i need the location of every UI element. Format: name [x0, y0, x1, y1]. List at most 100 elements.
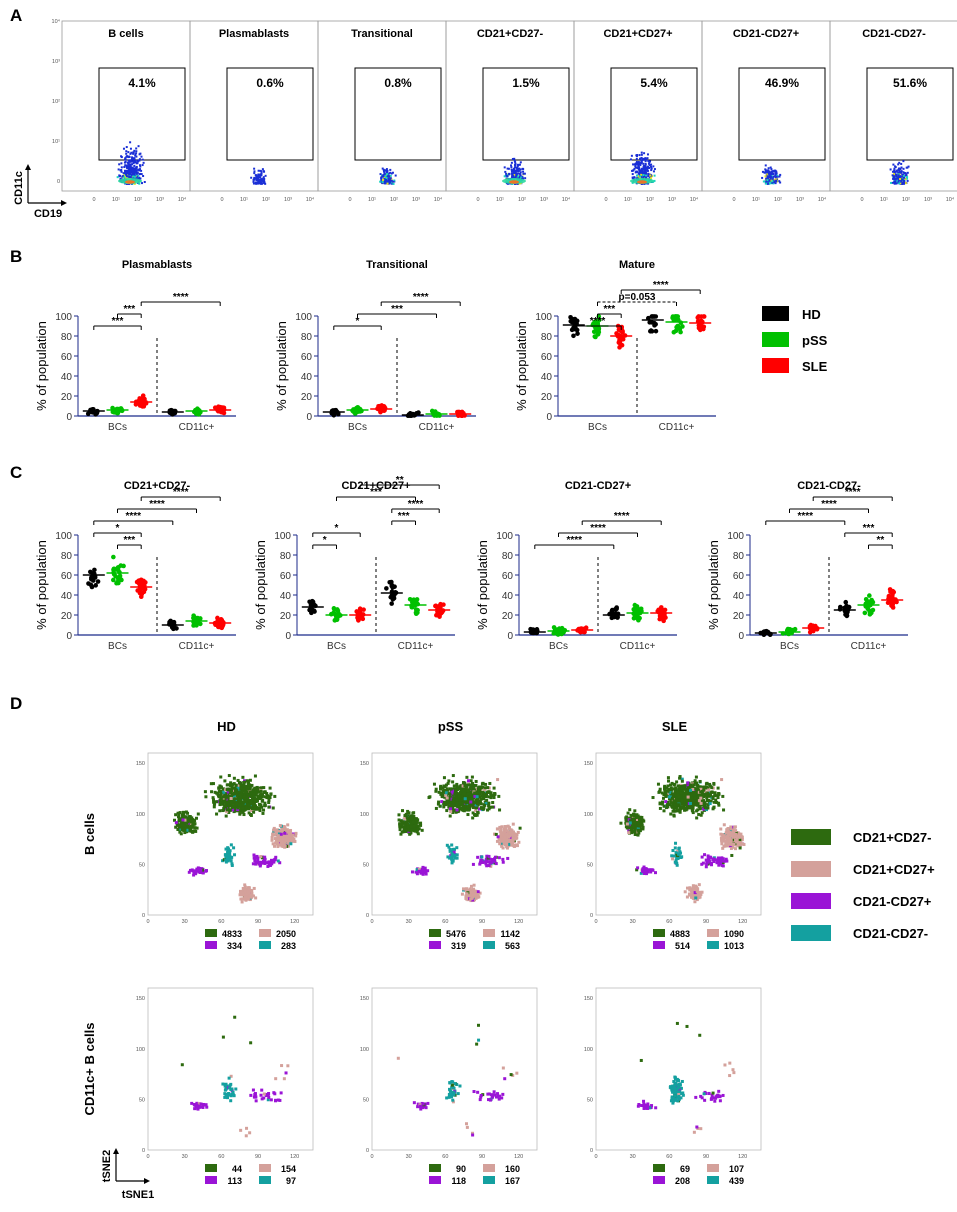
event-dot — [505, 172, 508, 175]
event-dot — [902, 178, 905, 181]
event-dot — [766, 182, 769, 185]
tsne-cell — [245, 786, 249, 790]
tsne-cell — [477, 786, 481, 790]
tsne-cell — [487, 786, 491, 790]
event-dot — [649, 160, 652, 163]
event-dot — [135, 147, 138, 150]
event-dot — [380, 178, 383, 181]
event-dot — [135, 169, 138, 172]
tsne-cell — [249, 801, 253, 805]
significance-label: * — [356, 316, 360, 327]
data-point — [698, 323, 703, 328]
tsne-cell — [475, 806, 479, 810]
event-dot — [519, 168, 522, 171]
tsne-cell — [222, 790, 226, 794]
tsne-cell — [455, 784, 459, 788]
tsne-cell — [496, 778, 500, 782]
tsne-cell — [500, 842, 504, 846]
tsne-cell — [273, 844, 277, 848]
tsne-cell — [412, 824, 416, 828]
tsne-cell — [497, 794, 501, 798]
tsne-cell — [220, 801, 224, 805]
data-point — [632, 606, 638, 611]
y-tick-label: 40 — [61, 591, 73, 602]
tsne-cell — [456, 810, 460, 814]
event-dot — [119, 177, 122, 180]
x-tick-label: 0 — [348, 197, 351, 203]
significance-label: p=0.053 — [619, 292, 656, 303]
data-point — [811, 628, 816, 634]
tsne-cell — [238, 809, 242, 813]
count-swatch — [259, 941, 271, 949]
event-dot — [767, 182, 770, 185]
tsne-cell — [470, 797, 474, 801]
tsne-cell — [176, 827, 180, 831]
flow-plot-frame — [317, 20, 447, 192]
event-dot — [510, 161, 513, 164]
event-dot — [639, 164, 642, 167]
event-dot — [133, 175, 136, 178]
tsne-cell — [251, 894, 255, 898]
event-dot — [639, 157, 642, 160]
tsne-cell — [487, 804, 491, 808]
tsne-cell — [273, 833, 277, 837]
data-point — [593, 334, 598, 340]
tsne-cell — [248, 787, 252, 791]
event-dot — [900, 182, 903, 185]
tsne-cell — [252, 810, 256, 814]
tsne-cell — [180, 819, 184, 823]
tsne-cell — [505, 845, 509, 849]
event-dot — [768, 170, 771, 173]
event-dot — [637, 163, 640, 166]
tsne-cell — [455, 782, 459, 786]
event-dot — [516, 182, 519, 185]
tsne-cell — [242, 787, 246, 791]
tsne-cell — [239, 784, 243, 788]
event-dot — [141, 164, 144, 167]
tsne-cell — [451, 787, 455, 791]
event-dot — [897, 177, 900, 180]
event-dot — [640, 151, 643, 154]
event-dot — [646, 157, 649, 160]
y-tick-label: 100 — [496, 531, 513, 542]
event-dot — [137, 145, 140, 148]
event-dot — [895, 182, 898, 185]
tsne-cell — [508, 834, 512, 838]
tsne-cell — [516, 830, 520, 834]
y-tick-label: 0 — [507, 631, 513, 642]
flow-plot-title: Transitional — [351, 28, 413, 40]
tsne-cell — [442, 800, 446, 804]
tsne-cell — [279, 832, 283, 836]
column-title: HD — [217, 719, 236, 734]
y-tick-label: 60 — [61, 571, 73, 582]
event-dot — [519, 161, 522, 164]
event-dot — [132, 151, 135, 154]
event-dot — [131, 156, 134, 159]
tsne-cell — [439, 785, 443, 789]
y-axis-label: % of population — [34, 321, 49, 411]
tsne-cell — [246, 779, 250, 783]
y-tick-label: 60 — [541, 352, 553, 363]
event-dot — [128, 167, 131, 170]
tsne-cell — [498, 825, 502, 829]
event-dot — [388, 175, 391, 178]
tsne-cell — [219, 797, 223, 801]
event-dot — [129, 176, 132, 179]
event-dot — [637, 175, 640, 178]
event-dot — [773, 180, 776, 183]
event-dot — [775, 174, 778, 177]
event-dot — [133, 173, 136, 176]
tsne-cell — [502, 837, 506, 841]
tsne-cell — [226, 797, 230, 801]
event-dot — [264, 174, 267, 177]
event-dot — [119, 174, 122, 177]
tsne-cell — [469, 893, 473, 897]
event-dot — [631, 173, 634, 176]
tsne-cell — [241, 897, 245, 901]
tsne-cell — [518, 826, 522, 830]
event-dot — [778, 180, 781, 183]
event-dot — [137, 160, 140, 163]
tsne-cell — [263, 857, 267, 861]
event-dot — [513, 166, 516, 169]
tsne-cell — [286, 844, 290, 848]
